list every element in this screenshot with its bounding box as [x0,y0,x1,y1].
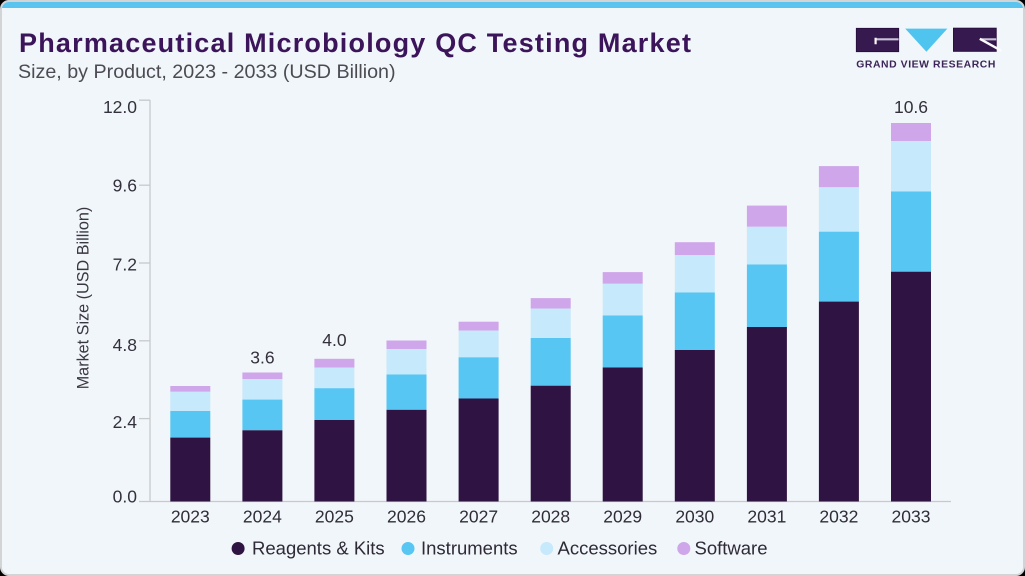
svg-text:7.2: 7.2 [113,254,137,274]
svg-text:3.6: 3.6 [250,348,274,368]
svg-text:2026: 2026 [387,506,426,526]
svg-text:2033: 2033 [892,506,931,526]
svg-text:9.6: 9.6 [113,175,137,195]
svg-text:12.0: 12.0 [103,97,137,117]
svg-text:2030: 2030 [675,506,714,526]
svg-text:2.4: 2.4 [113,412,138,432]
svg-text:Market Size (USD Billion): Market Size (USD Billion) [75,207,93,390]
svg-text:2029: 2029 [603,506,642,526]
svg-text:2023: 2023 [171,506,210,526]
svg-text:Instruments: Instruments [421,538,518,559]
svg-text:10.6: 10.6 [894,97,928,117]
svg-text:0.0: 0.0 [113,486,138,506]
svg-text:2027: 2027 [459,506,498,526]
svg-text:2025: 2025 [315,506,354,526]
svg-text:2028: 2028 [531,506,570,526]
svg-text:2024: 2024 [243,506,282,526]
svg-text:GRAND VIEW RESEARCH: GRAND VIEW RESEARCH [856,59,997,70]
svg-text:4.0: 4.0 [322,330,347,350]
svg-text:2031: 2031 [747,506,786,526]
svg-text:4.8: 4.8 [113,335,137,355]
svg-text:Software: Software [695,538,768,559]
svg-text:Accessories: Accessories [558,538,658,559]
svg-text:Reagents & Kits: Reagents & Kits [252,538,385,559]
svg-text:2032: 2032 [819,506,858,526]
